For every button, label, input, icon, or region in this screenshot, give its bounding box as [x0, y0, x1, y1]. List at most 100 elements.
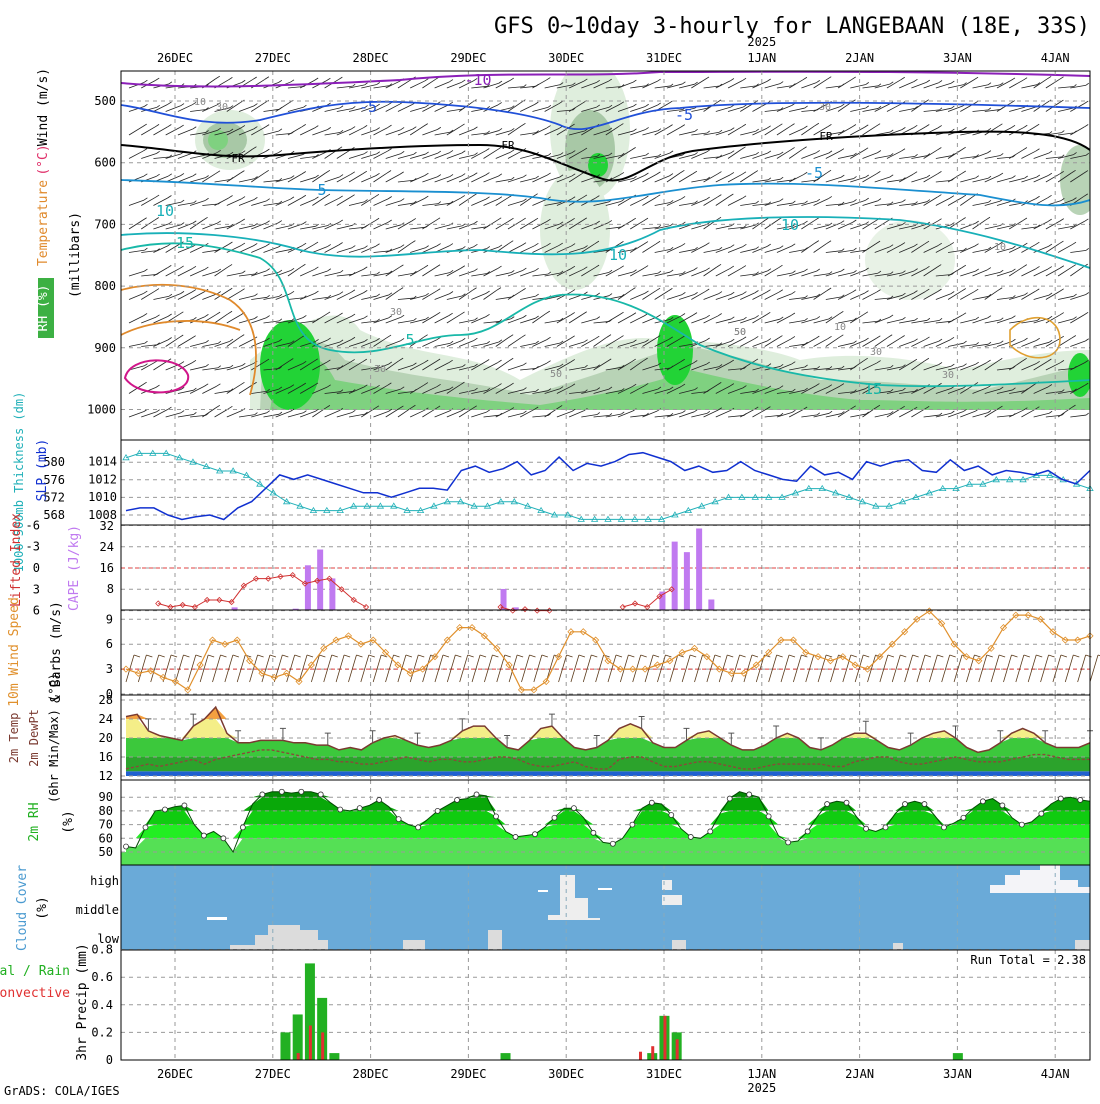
wind-barb-flag [364, 245, 368, 249]
wind-barb-flag [791, 361, 796, 365]
wind-barb-flag [926, 79, 931, 83]
wind-barb-flag [877, 150, 882, 154]
wind-barb [128, 315, 144, 324]
wind10m-barb [743, 654, 753, 683]
cape-bar [512, 607, 519, 610]
wind-barb [752, 387, 768, 394]
wind-barb [654, 126, 669, 136]
wind-barb-flag [987, 267, 992, 271]
wind-barb-flag [829, 271, 833, 274]
wind-barb [153, 103, 168, 112]
wind-barb [666, 315, 682, 324]
wind10m-barb [521, 654, 530, 683]
wind-barb [960, 196, 974, 206]
wind-barb-flag [472, 193, 477, 197]
wind-barb-flag [546, 242, 551, 246]
wind-barb-flag [961, 312, 967, 316]
wind-barb-flag [827, 335, 832, 340]
wind-barb [568, 220, 583, 230]
wind-barb [495, 272, 512, 277]
wind-barb-flag [523, 198, 527, 202]
wind-barb-flag [828, 410, 833, 414]
wind-barb-flag [413, 151, 417, 155]
precip-convective-bar [639, 1051, 642, 1060]
wind-barb-flag [193, 412, 197, 415]
wind10m-point [431, 653, 439, 661]
wind-barb [544, 342, 561, 347]
wind10m-point [666, 657, 674, 665]
wind-barb [336, 291, 352, 300]
wind-barb-flag [450, 340, 454, 344]
wind-barb-flag [1059, 99, 1064, 104]
wind-barb-flag [546, 125, 551, 129]
wind-barb-flag [1012, 387, 1016, 391]
wind-barb [434, 131, 451, 136]
thickness-point [349, 502, 358, 509]
top-date-label: 26DEC [157, 51, 193, 65]
rh-band [126, 797, 1090, 811]
precip-tick-label: 0.8 [91, 943, 113, 957]
wind-barb [678, 362, 694, 371]
wind10m-barb [1064, 654, 1074, 683]
wind-barb-flag [924, 405, 930, 410]
wind-barb-flag [264, 76, 270, 80]
wind-barb-flag [826, 169, 832, 174]
wind-barb-flag [681, 196, 686, 200]
wind-barb-flag [178, 334, 184, 338]
wind-barb [801, 295, 818, 300]
wind-barb [654, 175, 670, 183]
wind-barb-flag [435, 405, 441, 409]
wind-barb [788, 174, 804, 183]
wind-barb-flag [240, 288, 245, 292]
wind-barb [1045, 362, 1061, 371]
wind-barb-flag [1022, 77, 1028, 81]
wind-barb [678, 269, 695, 277]
wind-barb [128, 270, 145, 277]
wind-barb-flag [804, 268, 808, 272]
wind-barb [141, 273, 158, 277]
wind-barb [1009, 340, 1025, 347]
wind10m-point [1036, 615, 1045, 623]
wind-barb [837, 102, 852, 112]
wind-barb-flag [473, 243, 478, 247]
wind-barb-flag [142, 217, 147, 221]
wind-barb-flag [511, 105, 515, 109]
wind-barb-flag [180, 173, 185, 177]
wind-barb-flag [728, 193, 734, 197]
wind-barb [752, 81, 768, 89]
wind-barb-flag [462, 223, 466, 227]
wind-barb [654, 414, 671, 418]
wind-barb-flag [1012, 175, 1016, 179]
wind-barb-flag [229, 338, 234, 342]
wind-barb [300, 225, 316, 230]
wind-barb-flag [460, 265, 466, 269]
top-date-label: 3JAN [943, 51, 972, 65]
upper-air-tick-label: 800 [94, 279, 116, 293]
wind-barb [446, 197, 462, 206]
wind-barb [409, 125, 424, 136]
wind-barb [214, 313, 229, 324]
wind-barb [165, 293, 181, 300]
wind-barb [507, 86, 524, 89]
wind-barb-flag [633, 175, 637, 179]
thickness-point [952, 484, 960, 491]
wind-barb [605, 200, 622, 206]
wind-barb-flag [376, 271, 380, 275]
isotherm-label: FR [501, 139, 515, 152]
thickness-point [604, 515, 612, 522]
wind-barb-flag [704, 76, 710, 80]
wind-barb [617, 314, 633, 324]
wind-barb-flag [376, 365, 380, 368]
wind-barb-flag [670, 247, 674, 250]
wind-barb-flag [841, 411, 845, 414]
wind-barb-flag [1071, 241, 1077, 246]
wind-barb [960, 364, 976, 371]
wind-barb-flag [716, 99, 722, 103]
wind-barb [128, 106, 145, 112]
wind-barb-flag [227, 310, 233, 315]
wind-barb-flag [645, 152, 649, 156]
wind-barb [177, 152, 194, 159]
wind-barb [153, 223, 169, 230]
wind-barb [996, 247, 1013, 253]
wind-barb [568, 268, 584, 277]
